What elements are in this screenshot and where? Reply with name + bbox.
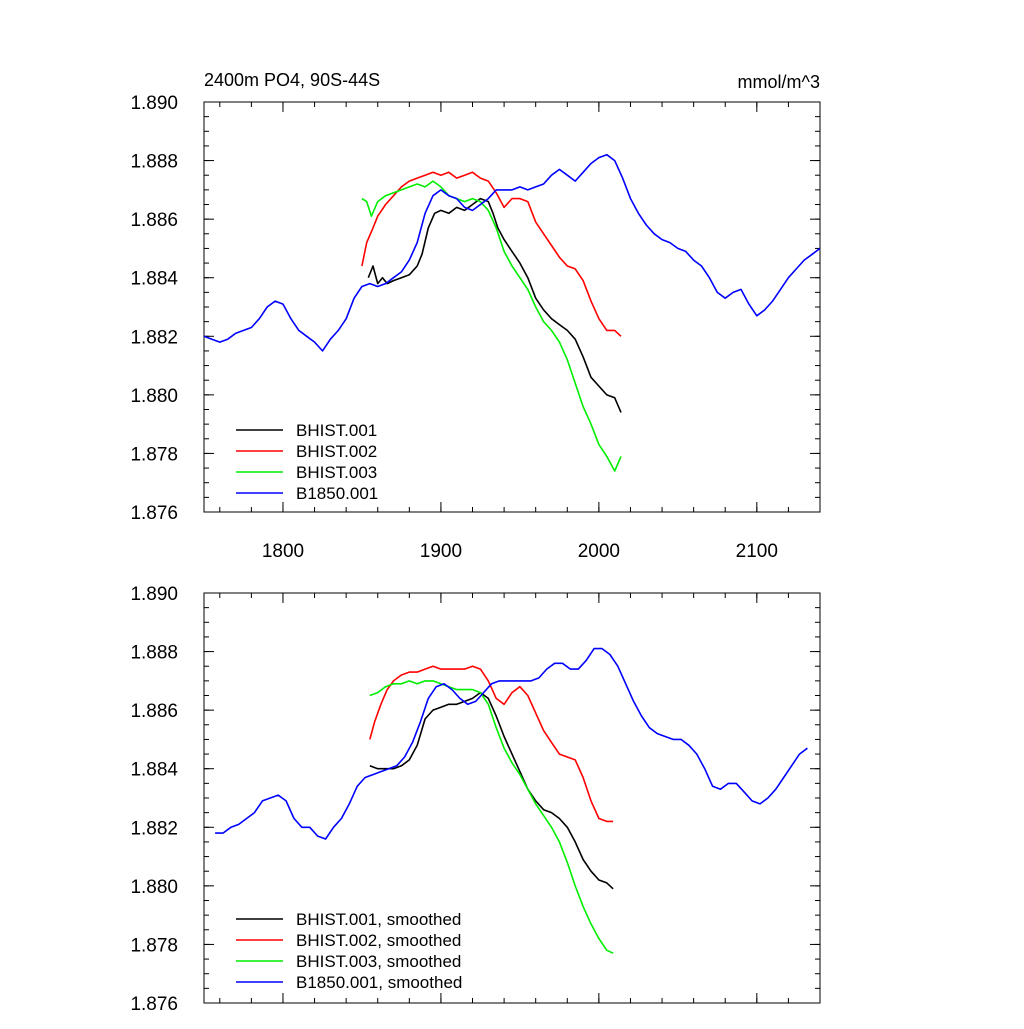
- y-tick-label: 1.876: [130, 503, 178, 524]
- y-tick-label: 1.886: [130, 701, 178, 722]
- y-tick-label: 1.876: [130, 994, 178, 1015]
- y-tick-label: 1.878: [130, 935, 178, 956]
- y-tick-label: 1.882: [130, 327, 178, 348]
- series-line-bhist-001-smoothed: [369, 691, 614, 890]
- y-tick-label: 1.890: [130, 584, 178, 605]
- y-tick-label: 1.886: [130, 210, 178, 231]
- y-tick-label: 1.888: [130, 643, 178, 664]
- y-tick-label: 1.884: [130, 269, 178, 290]
- legend-label: BHIST.003: [296, 463, 377, 482]
- bottom-panel: 1.876 1.878 1.880 1.882 1.884 1.886 1.888 1.890…: [130, 584, 821, 1015]
- legend-label: B1850.001, smoothed: [296, 973, 462, 992]
- series-line-bhist-003-smoothed: [369, 680, 614, 954]
- x-tick-label: 1800: [262, 541, 304, 562]
- series-line-bhist-003: [361, 180, 622, 472]
- legend-label: BHIST.001: [296, 421, 377, 440]
- series-line-bhist-002-smoothed: [369, 665, 614, 823]
- x-tick-label: 2100: [736, 541, 778, 562]
- y-tick-label: 1.884: [130, 760, 178, 781]
- legend-label: B1850.001: [296, 484, 378, 503]
- legend-label: BHIST.001, smoothed: [296, 910, 461, 929]
- y-tick-label: 1.878: [130, 444, 178, 465]
- y-tick-label: 1.890: [130, 93, 178, 114]
- series-line-bhist-002: [361, 171, 622, 337]
- top-panel: 1.876 1.878 1.880 1.882 1.884 1.886 1.888 1.890…: [130, 93, 821, 562]
- y-tick-label: 1.882: [130, 818, 178, 839]
- series-line-b1850-001-smoothed: [215, 647, 808, 840]
- y-tick-label: 1.880: [130, 877, 178, 898]
- chart-units: mmol/m^3: [738, 72, 820, 92]
- chart-title: 2400m PO4, 90S-44S: [204, 70, 380, 90]
- x-tick-label: 1900: [420, 541, 462, 562]
- series-line-b1850-001: [204, 153, 820, 352]
- legend-label: BHIST.003, smoothed: [296, 952, 461, 971]
- y-tick-label: 1.888: [130, 152, 178, 173]
- legend-label: BHIST.002, smoothed: [296, 931, 461, 950]
- x-tick-label: 2000: [578, 541, 620, 562]
- y-tick-label: 1.880: [130, 386, 178, 407]
- legend-label: BHIST.002: [296, 442, 377, 461]
- series-line-bhist-001: [367, 197, 622, 413]
